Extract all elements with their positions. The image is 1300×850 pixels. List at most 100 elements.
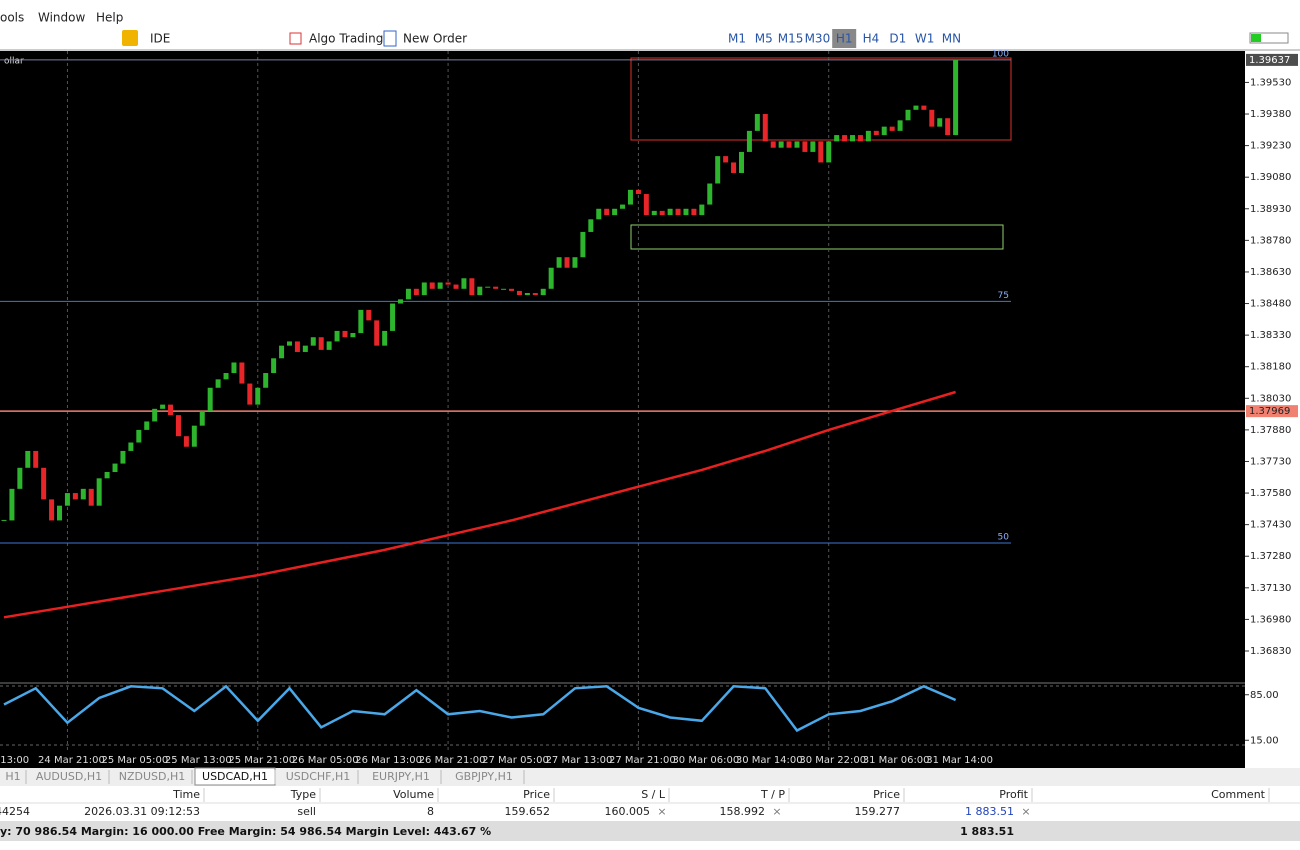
x-tick-label: 30 Mar 06:00 xyxy=(672,755,739,766)
column-header: Volume xyxy=(393,788,434,801)
candle xyxy=(112,463,118,472)
menu-item[interactable]: Help xyxy=(96,11,123,25)
candle xyxy=(778,141,784,148)
x-icon: × xyxy=(772,805,781,818)
timeframe-button[interactable]: M5 xyxy=(755,32,773,46)
candle xyxy=(905,109,911,121)
candle xyxy=(168,404,174,416)
candle xyxy=(326,341,332,350)
tab[interactable]: USDCAD,H1 xyxy=(202,770,268,783)
y-tick-label: 1.39230 xyxy=(1250,141,1291,152)
candle xyxy=(604,208,610,216)
tab[interactable]: GBPJPY,H1 xyxy=(455,770,513,783)
x-tick-label: 25 Mar 21:00 xyxy=(228,755,295,766)
algo-button[interactable]: Algo Trading xyxy=(309,32,383,46)
menu-item[interactable]: ools xyxy=(0,11,24,25)
y-tick-label: 1.37130 xyxy=(1250,583,1291,594)
oscillator-line xyxy=(3,684,957,733)
candle xyxy=(310,337,316,346)
table-cell: 8 xyxy=(427,805,434,818)
candle xyxy=(588,219,594,232)
candle xyxy=(675,208,681,216)
candle xyxy=(175,415,181,437)
y-tick-label: 1.37280 xyxy=(1250,551,1291,562)
candle xyxy=(826,141,832,163)
candle xyxy=(477,286,483,296)
tab[interactable]: NZDUSD,H1 xyxy=(119,770,186,783)
timeframe-button[interactable]: M30 xyxy=(805,32,831,46)
y-tick-label: 1.38030 xyxy=(1250,393,1291,404)
toolbar xyxy=(0,28,1300,50)
price-tag xyxy=(1246,53,1298,66)
candle xyxy=(929,109,935,127)
candle xyxy=(834,135,840,142)
candle xyxy=(136,429,142,443)
candle xyxy=(913,105,919,110)
tab[interactable]: H1 xyxy=(5,770,20,783)
candle xyxy=(144,421,150,430)
tab[interactable]: EURJPY,H1 xyxy=(372,770,430,783)
candle xyxy=(453,284,459,289)
menu-item[interactable]: Window xyxy=(38,11,86,25)
candle xyxy=(358,309,364,334)
candle xyxy=(25,450,31,468)
candle xyxy=(889,126,895,131)
candle xyxy=(746,130,752,152)
order-button[interactable]: New Order xyxy=(403,32,467,46)
timeframe-button[interactable]: H4 xyxy=(863,32,880,46)
timeframe-button[interactable]: H1 xyxy=(836,32,853,46)
candle xyxy=(9,488,15,521)
timeframe-button[interactable]: MN xyxy=(942,32,961,46)
timeframe-button[interactable]: W1 xyxy=(915,32,935,46)
candle xyxy=(564,257,570,268)
candle xyxy=(857,135,863,142)
candle xyxy=(532,293,538,296)
candle xyxy=(516,290,522,296)
candle xyxy=(738,151,744,173)
ide-button[interactable]: IDE xyxy=(150,32,170,46)
table-cell: 160.005 xyxy=(605,805,651,818)
candle xyxy=(627,189,633,205)
table-cell: 44254 xyxy=(0,805,30,818)
candle xyxy=(865,130,871,142)
candle xyxy=(786,141,792,148)
candle xyxy=(659,210,665,216)
timeframe-button[interactable]: M1 xyxy=(728,32,746,46)
chart-area xyxy=(0,51,1245,768)
column-header: Profit xyxy=(999,788,1028,801)
candle xyxy=(493,286,499,289)
candle xyxy=(620,204,626,209)
x-icon: × xyxy=(1021,805,1030,818)
timeframe-button[interactable]: M15 xyxy=(778,32,804,46)
candle xyxy=(596,208,602,220)
candle xyxy=(794,141,800,148)
candle xyxy=(128,442,134,451)
price-tag-label: 1.39637 xyxy=(1249,55,1290,66)
candle xyxy=(548,267,554,289)
price-tag-label: 1.37969 xyxy=(1249,406,1290,417)
candle xyxy=(64,493,70,506)
timeframe-button[interactable]: D1 xyxy=(889,32,906,46)
candle xyxy=(469,278,475,296)
candle xyxy=(881,126,887,136)
candle xyxy=(302,345,308,352)
y-tick-label: 1.37730 xyxy=(1250,456,1291,467)
table-cell: 158.992 xyxy=(720,805,766,818)
candle xyxy=(294,341,300,352)
candle xyxy=(437,282,443,289)
candle xyxy=(215,379,221,388)
tab[interactable]: AUDUSD,H1 xyxy=(36,770,102,783)
candle xyxy=(255,387,261,405)
candle xyxy=(873,130,879,136)
moving-average xyxy=(3,390,956,619)
fib-label: 100 xyxy=(992,49,1009,59)
tab[interactable]: USDCHF,H1 xyxy=(286,770,351,783)
x-tick-label: 26 Mar 13:00 xyxy=(355,755,422,766)
icon[interactable] xyxy=(122,30,138,46)
candle xyxy=(850,135,856,142)
candle xyxy=(556,257,562,268)
candle xyxy=(191,425,197,447)
level-fill xyxy=(1251,34,1261,42)
y-tick-label: 1.39380 xyxy=(1250,109,1291,120)
candle xyxy=(572,257,578,268)
